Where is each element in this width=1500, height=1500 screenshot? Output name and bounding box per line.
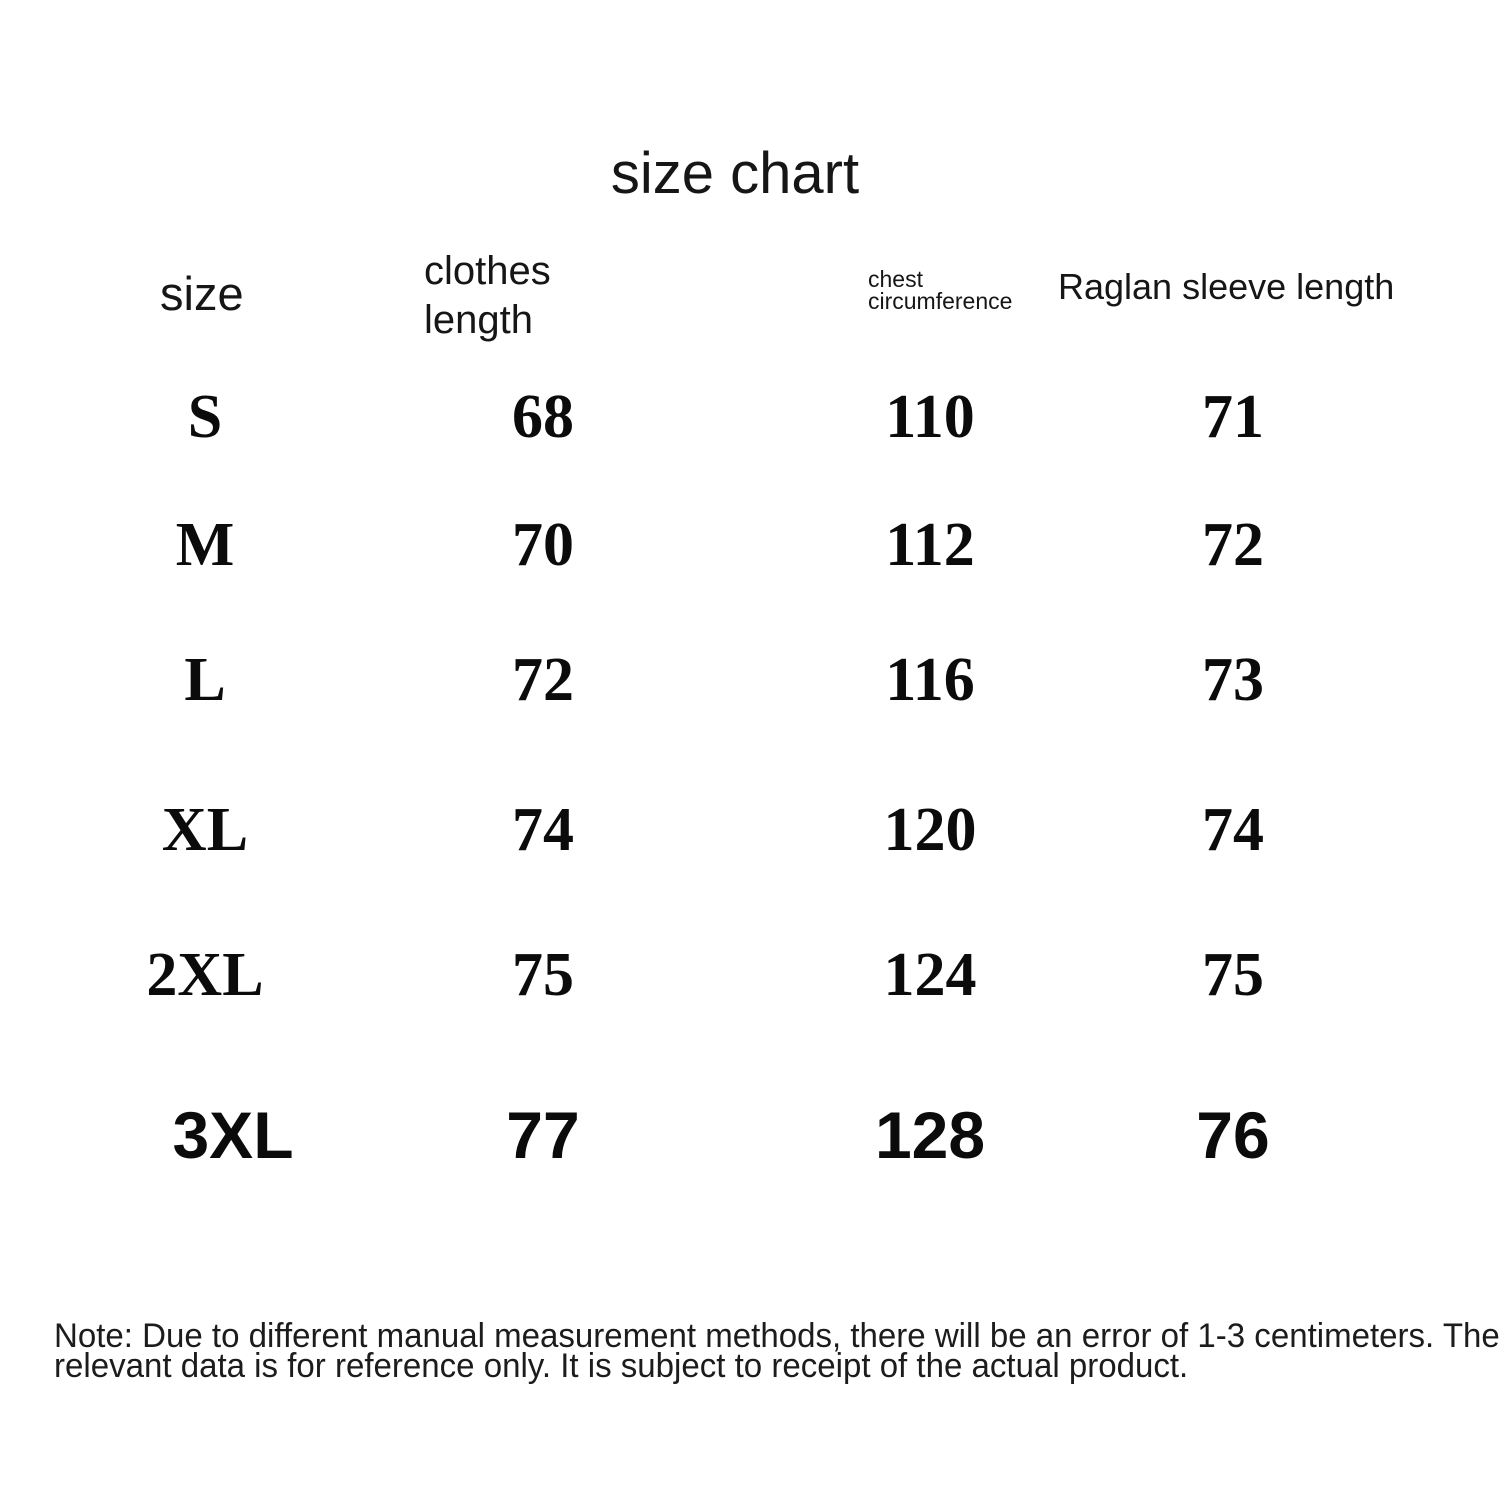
clothes-length-cell: 75 [512,941,574,1009]
chest-line1: chest [868,266,923,292]
size-cell: XL [161,796,249,864]
raglan-cell: 72 [1202,511,1264,579]
table-row: 3XL 77 128 76 [0,1102,1500,1182]
clothes-length-cell: 70 [512,511,574,579]
clothes-length-cell: 77 [506,1098,580,1172]
size-cell: 3XL [172,1098,294,1172]
clothes-length-cell: 68 [512,383,574,451]
note-line-2: relevant data is for reference only. It … [54,1347,1189,1385]
column-header-raglan-sleeve-length: Raglan sleeve length [1058,266,1395,307]
chest-cell: 112 [885,511,975,579]
column-header-size: size [160,267,244,320]
chest-line2: circumference [868,288,1013,314]
table-row: S 68 110 71 [0,386,1500,466]
raglan-cell: 74 [1202,796,1264,864]
clothes-length-cell: 74 [512,796,574,864]
note-line-1: Note: Due to different manual measuremen… [54,1317,1500,1355]
size-cell: 2XL [146,941,264,1009]
chest-cell: 116 [885,646,975,714]
size-cell: M [175,511,235,579]
column-header-clothes-length: clothes length [424,247,551,345]
raglan-cell: 71 [1202,383,1264,451]
raglan-cell: 73 [1202,646,1264,714]
table-row: M 70 112 72 [0,514,1500,594]
column-header-chest-circumference: chest circumference [868,266,1013,314]
raglan-cell: 75 [1202,941,1264,1009]
clothes-length-line1: clothes [424,249,551,293]
chest-cell: 128 [874,1098,986,1172]
table-row: L 72 116 73 [0,649,1500,729]
page-title: size chart [610,141,860,206]
chest-cell: 120 [883,796,977,864]
clothes-length-line2: length [424,298,533,342]
raglan-cell: 76 [1196,1098,1270,1172]
size-cell: S [187,383,223,451]
chest-cell: 110 [885,383,975,451]
table-row: XL 74 120 74 [0,799,1500,879]
measurement-note: Note: Due to different manual measuremen… [54,1317,1500,1385]
table-row: 2XL 75 124 75 [0,944,1500,1024]
chest-cell: 124 [883,941,977,1009]
clothes-length-cell: 72 [512,646,574,714]
size-cell: L [184,646,226,714]
